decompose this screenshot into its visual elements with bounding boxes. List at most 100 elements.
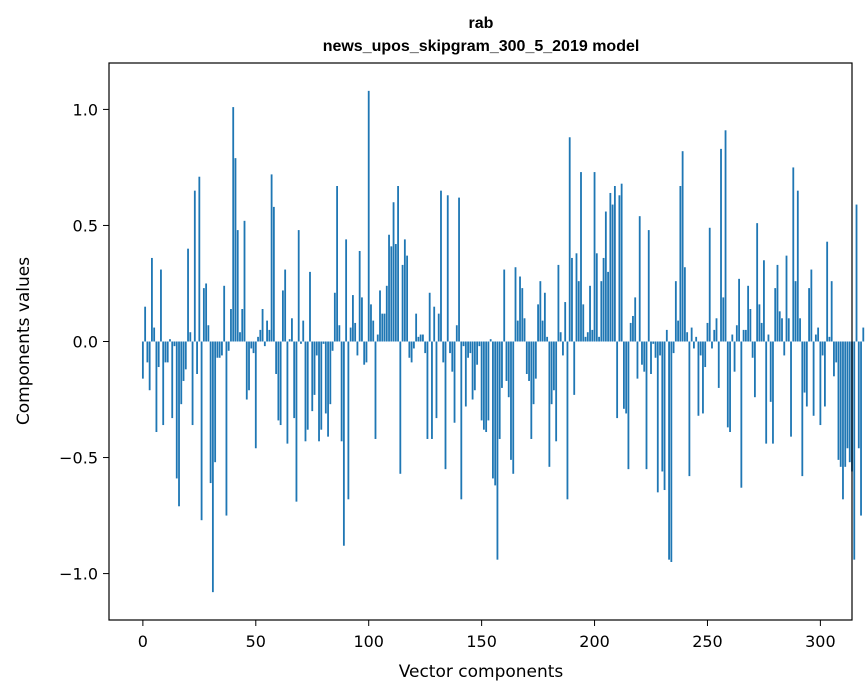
bar-87: [338, 325, 341, 342]
bar-44: [241, 309, 244, 342]
bar-59: [275, 341, 278, 374]
bar-254: [715, 318, 718, 342]
bar-100: [367, 90, 370, 342]
bar-117: [406, 255, 409, 342]
bar-33: [216, 341, 219, 358]
bar-181: [550, 341, 553, 405]
x-tick-label: 150: [466, 632, 497, 651]
bar-90: [345, 239, 348, 342]
bar-93: [352, 295, 354, 342]
bar-45: [243, 220, 246, 342]
bar-46: [245, 341, 248, 400]
bar-49: [252, 341, 255, 354]
bar-76: [313, 341, 316, 395]
x-tick-label: 50: [246, 632, 266, 651]
bar-56: [268, 329, 271, 342]
bar-167: [519, 276, 521, 342]
bar-255: [717, 341, 720, 388]
bar-88: [340, 341, 343, 442]
bar-316: [855, 204, 858, 342]
bar-253: [713, 329, 716, 342]
bar-109: [388, 234, 390, 342]
bar-315: [853, 341, 856, 560]
bar-172: [530, 341, 533, 439]
bar-12: [169, 339, 171, 342]
bar-124: [422, 334, 424, 342]
bar-120: [412, 341, 415, 349]
x-axis-label: Vector components: [399, 662, 564, 682]
y-tick-label: 0.0: [73, 333, 98, 352]
bar-141: [460, 341, 463, 500]
bar-10: [164, 341, 167, 363]
bar-118: [408, 341, 411, 358]
bar-271: [753, 341, 756, 398]
bar-134: [444, 341, 447, 470]
bar-80: [322, 341, 325, 344]
bar-62: [281, 290, 284, 342]
bar-245: [695, 336, 698, 342]
bar-36: [223, 285, 226, 342]
y-axis-label: Components values: [14, 257, 34, 425]
bar-25: [198, 176, 201, 342]
bar-159: [501, 341, 503, 388]
bar-223: [645, 341, 648, 470]
bar-164: [512, 341, 515, 474]
x-tick-label: 300: [805, 632, 836, 651]
bar-170: [525, 341, 528, 374]
bar-183: [555, 341, 558, 442]
bar-104: [376, 334, 379, 342]
bar-259: [726, 341, 729, 428]
chart-title: rab: [469, 15, 494, 32]
bar-140: [458, 197, 460, 342]
bar-136: [449, 341, 451, 354]
bar-110: [390, 246, 393, 342]
bar-301: [821, 341, 824, 356]
bar-270: [751, 341, 754, 358]
x-tick-label: 100: [353, 632, 384, 651]
bar-8: [160, 269, 162, 342]
bar-235: [672, 341, 675, 354]
bar-272: [756, 223, 759, 342]
bar-303: [826, 241, 829, 342]
bar-83: [329, 341, 332, 405]
bar-217: [632, 315, 634, 342]
bar-48: [250, 341, 253, 349]
bar-285: [785, 255, 788, 342]
bar-246: [697, 341, 700, 416]
bar-288: [792, 167, 795, 342]
bar-53: [261, 309, 264, 342]
bar-182: [552, 341, 555, 391]
bar-209: [613, 186, 616, 342]
bar-15: [175, 341, 178, 479]
bar-146: [471, 341, 474, 400]
bar-286: [787, 318, 790, 342]
bar-32: [214, 341, 217, 463]
bar-282: [778, 311, 781, 342]
bar-113: [397, 186, 399, 342]
bar-17: [180, 341, 183, 405]
bar-151: [482, 341, 485, 430]
bar-283: [781, 318, 783, 342]
bar-309: [839, 341, 842, 467]
bar-199: [591, 329, 594, 342]
bar-305: [830, 281, 833, 342]
bar-63: [284, 269, 287, 342]
bar-22: [191, 341, 194, 426]
bar-142: [462, 341, 465, 347]
bar-202: [598, 336, 600, 342]
bar-112: [394, 244, 397, 342]
bar-5: [153, 327, 156, 342]
bar-186: [562, 341, 564, 356]
bar-73: [306, 341, 309, 430]
bar-173: [532, 341, 535, 405]
bar-148: [476, 341, 479, 365]
bar-106: [381, 313, 384, 342]
bar-65: [288, 339, 291, 342]
bar-237: [677, 320, 680, 342]
bar-219: [636, 341, 639, 379]
bar-192: [575, 253, 578, 342]
bar-287: [790, 341, 792, 437]
bar-230: [661, 341, 664, 472]
bar-66: [291, 318, 293, 342]
bar-185: [559, 332, 562, 342]
